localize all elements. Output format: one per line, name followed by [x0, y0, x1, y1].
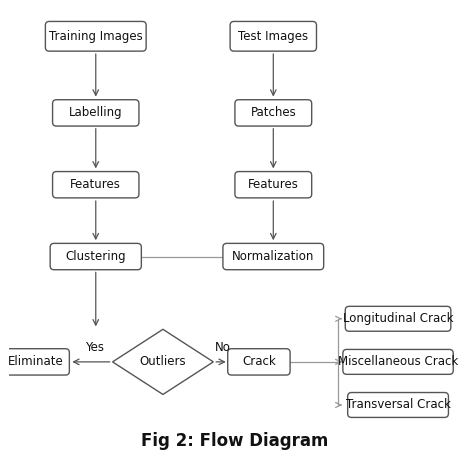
Text: Normalization: Normalization — [232, 250, 314, 263]
FancyBboxPatch shape — [223, 243, 324, 270]
Text: Outliers: Outliers — [140, 355, 186, 368]
FancyBboxPatch shape — [46, 22, 146, 51]
FancyBboxPatch shape — [228, 349, 290, 375]
FancyBboxPatch shape — [2, 349, 69, 375]
Polygon shape — [112, 329, 213, 394]
Text: Miscellaneous Crack: Miscellaneous Crack — [338, 355, 458, 368]
Text: Patches: Patches — [250, 106, 296, 119]
FancyBboxPatch shape — [53, 100, 139, 126]
FancyBboxPatch shape — [230, 22, 317, 51]
Text: Features: Features — [70, 178, 121, 191]
Text: Clustering: Clustering — [65, 250, 126, 263]
Text: Crack: Crack — [242, 355, 276, 368]
Text: No: No — [215, 341, 230, 354]
FancyBboxPatch shape — [347, 392, 448, 417]
FancyBboxPatch shape — [235, 172, 312, 198]
FancyBboxPatch shape — [235, 100, 312, 126]
FancyBboxPatch shape — [343, 349, 453, 374]
Text: Longitudinal Crack: Longitudinal Crack — [343, 312, 453, 325]
Text: Test Images: Test Images — [238, 30, 309, 43]
Text: Features: Features — [248, 178, 299, 191]
FancyBboxPatch shape — [50, 243, 141, 270]
FancyBboxPatch shape — [345, 306, 451, 331]
Text: Labelling: Labelling — [69, 106, 123, 119]
Text: Fig 2: Flow Diagram: Fig 2: Flow Diagram — [141, 432, 328, 450]
Text: Eliminate: Eliminate — [8, 355, 64, 368]
Text: Transversal Crack: Transversal Crack — [346, 399, 450, 411]
Text: Training Images: Training Images — [49, 30, 143, 43]
Text: Yes: Yes — [85, 341, 104, 354]
FancyBboxPatch shape — [53, 172, 139, 198]
